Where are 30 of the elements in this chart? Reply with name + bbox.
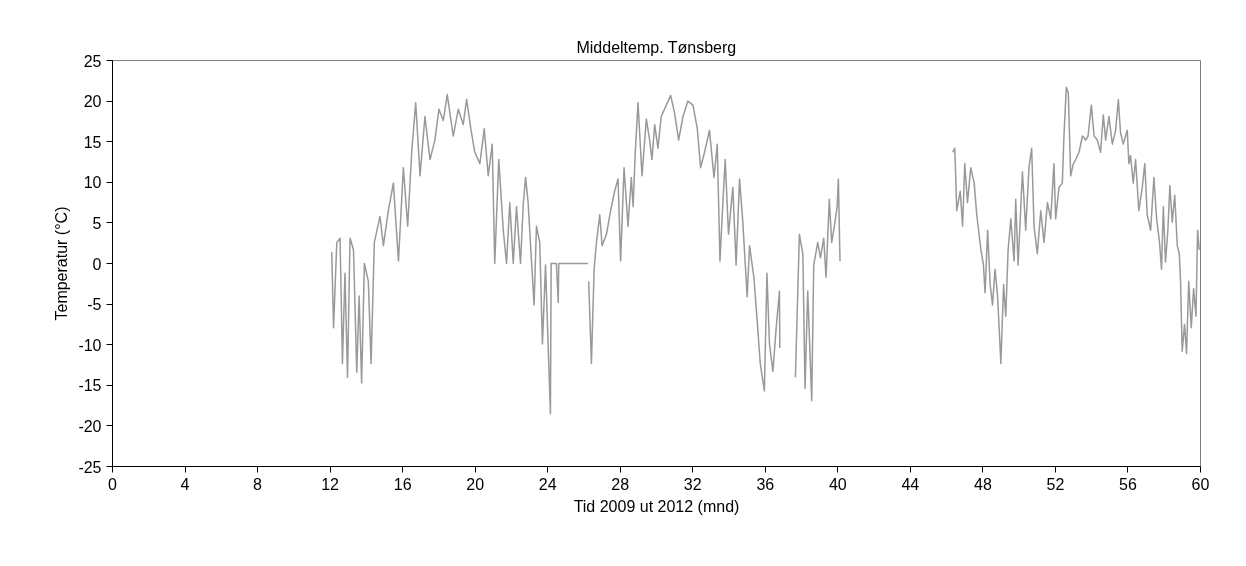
x-tick-label: 36 bbox=[756, 475, 775, 493]
x-tick-label: 24 bbox=[538, 475, 557, 493]
x-tick-label: 32 bbox=[683, 475, 702, 493]
y-tick-label: 10 bbox=[83, 174, 102, 192]
x-tick-label: 12 bbox=[321, 475, 340, 493]
x-tick-label: 60 bbox=[1191, 475, 1210, 493]
x-tick-label: 44 bbox=[901, 475, 920, 493]
x-tick-label: 52 bbox=[1046, 475, 1065, 493]
x-tick-label: 40 bbox=[828, 475, 847, 493]
y-tick-label: 15 bbox=[83, 133, 102, 151]
x-tick-label: 28 bbox=[611, 475, 630, 493]
y-tick-label: -15 bbox=[78, 377, 102, 395]
y-tick-label: -10 bbox=[78, 336, 102, 354]
x-tick-label: 48 bbox=[974, 475, 992, 493]
y-tick-label: 5 bbox=[92, 214, 102, 232]
x-tick-label: 56 bbox=[1119, 475, 1137, 493]
x-tick-label: 4 bbox=[180, 475, 190, 493]
y-tick-label: -20 bbox=[78, 417, 102, 435]
y-tick-label: 0 bbox=[92, 255, 102, 273]
x-axis-title: Tid 2009 ut 2012 (mnd) bbox=[573, 497, 740, 515]
y-tick-label: -25 bbox=[78, 458, 102, 476]
y-tick-label: 20 bbox=[83, 93, 102, 111]
x-tick-label: 0 bbox=[108, 475, 118, 493]
x-tick-label: 8 bbox=[253, 475, 263, 493]
y-axis-title: Temperatur (°C) bbox=[53, 206, 71, 321]
y-tick-label: -5 bbox=[87, 296, 102, 314]
x-tick-label: 20 bbox=[466, 475, 485, 493]
chart-title: Middeltemp. Tønsberg bbox=[576, 38, 737, 56]
x-tick-label: 16 bbox=[393, 475, 412, 493]
y-tick-label: 25 bbox=[83, 52, 102, 70]
